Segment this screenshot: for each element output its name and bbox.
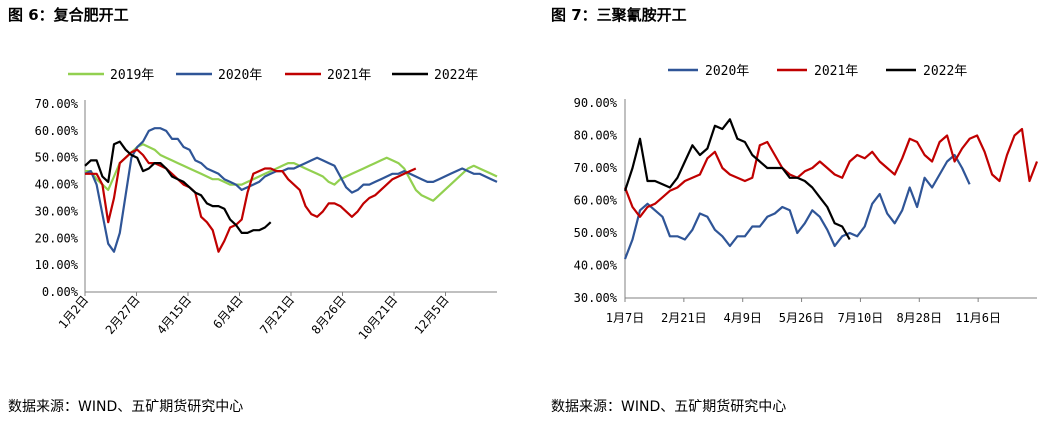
legend-label: 2020年 [218, 68, 262, 83]
x-tick-label: 12月5日 [412, 293, 452, 337]
legend-label: 2022年 [434, 68, 478, 83]
left-figure-title: 图 6：复合肥开工 [8, 6, 129, 24]
series-line-2021年 [623, 127, 1039, 218]
series-line-2019年 [85, 143, 498, 202]
y-tick-label: 90.00% [574, 96, 618, 110]
x-tick-label: 11月6日 [955, 311, 1001, 325]
x-tick-label: 1月7日 [606, 311, 644, 325]
x-tick-label: 10月21日 [356, 293, 401, 343]
legend-label: 2019年 [110, 68, 154, 83]
legend-label: 2020年 [705, 64, 749, 79]
x-tick-label: 2月21日 [661, 311, 707, 325]
series-line-2020年 [623, 153, 971, 260]
x-tick-label: 4月9日 [723, 311, 761, 325]
left-data-source: 数据来源：WIND、五矿期货研究中心 [8, 399, 244, 415]
x-tick-label: 5月26日 [779, 311, 825, 325]
series-line-2020年 [84, 127, 498, 253]
right-figure-title: 图 7：三聚氰胺开工 [551, 6, 687, 24]
x-tick-label: 8月26日 [309, 293, 349, 337]
y-tick-label: 20.00% [35, 231, 79, 245]
series-line-2022年 [84, 140, 272, 234]
series-line-2021年 [85, 148, 417, 253]
y-tick-label: 50.00% [574, 226, 618, 240]
y-tick-label: 40.00% [35, 178, 79, 192]
right-data-source: 数据来源：WIND、五矿期货研究中心 [551, 399, 787, 415]
y-tick-label: 50.00% [35, 151, 79, 165]
y-tick-label: 10.00% [35, 258, 79, 272]
melamine-chart: 30.00% 40.00% 50.00% 60.00% 70.00% 80.00% 90.0… [574, 64, 1039, 325]
y-tick-label: 40.00% [574, 259, 618, 273]
series-line-2022年 [623, 118, 851, 241]
legend-label: 2021年 [327, 68, 371, 83]
y-tick-label: 30.00% [35, 204, 79, 218]
x-tick-label: 6月4日 [210, 293, 245, 331]
legend-label: 2022年 [923, 64, 967, 79]
x-tick-label: 8月28日 [896, 311, 942, 325]
y-tick-label: 0.00% [42, 285, 79, 299]
x-tick-label: 7月10日 [838, 311, 884, 325]
x-tick-label: 2月27日 [103, 293, 143, 337]
y-tick-label: 60.00% [574, 194, 618, 208]
x-tick-label: 7月21日 [257, 293, 297, 337]
y-tick-label: 60.00% [35, 124, 79, 138]
y-tick-label: 30.00% [574, 291, 618, 305]
y-tick-label: 70.00% [574, 161, 618, 175]
legend-label: 2021年 [814, 64, 858, 79]
y-tick-label: 70.00% [35, 97, 79, 111]
y-tick-label: 80.00% [574, 129, 618, 143]
x-tick-label: 4月15日 [154, 293, 194, 337]
composite-fertilizer-chart: 0.00% 10.00% 20.00% 30.00% 40.00% 50.00% 60.00… [35, 68, 498, 343]
